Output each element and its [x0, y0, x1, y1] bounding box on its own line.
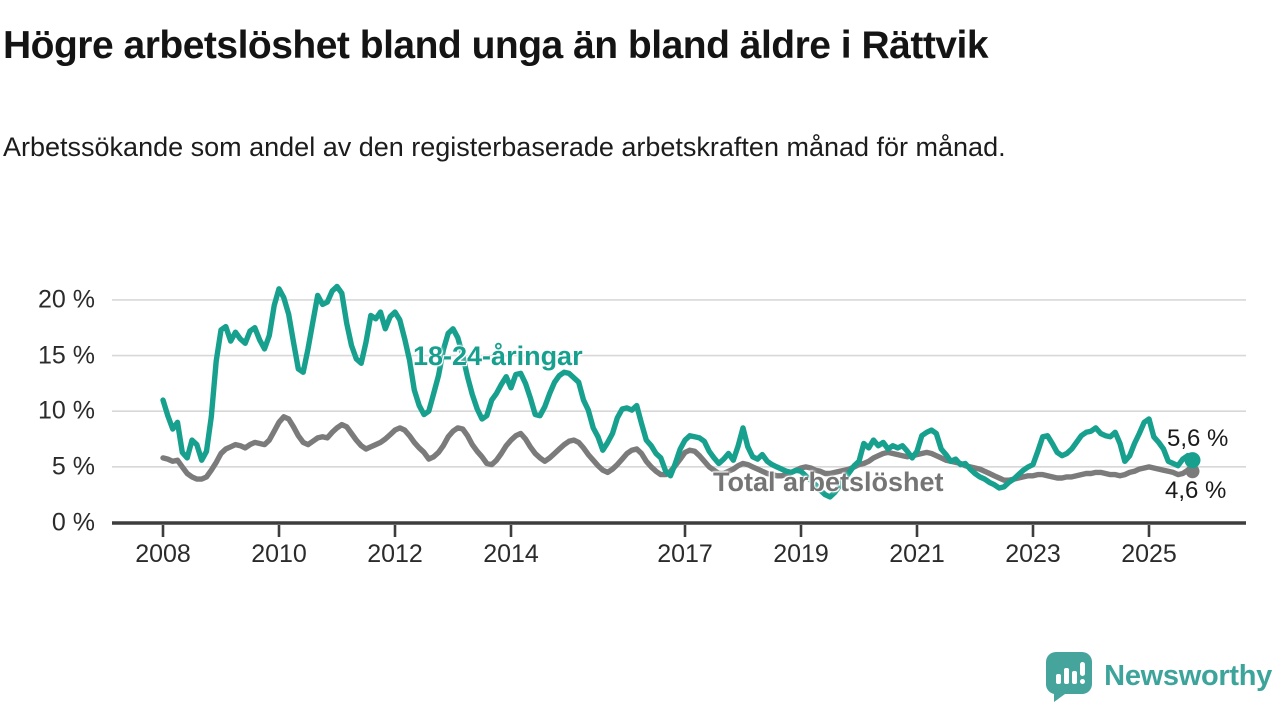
series-end-dot — [1184, 452, 1201, 469]
chart-subtitle: Arbetssökande som andel av den registerb… — [3, 132, 1006, 162]
x-axis-label: 2014 — [483, 540, 539, 568]
y-axis-label: 0 % — [51, 508, 95, 536]
newsworthy-wordmark: Newsworthy — [1104, 659, 1272, 692]
y-axis-label: 5 % — [51, 452, 95, 481]
end-value-young: 5,6 % — [1167, 425, 1229, 452]
x-axis-label: 2010 — [251, 540, 307, 568]
x-axis-label: 2019 — [773, 540, 829, 568]
y-axis-label: 10 % — [38, 396, 95, 425]
series-end-dot — [1185, 464, 1200, 479]
series-label-young: 18-24-åringar — [413, 341, 583, 371]
y-axis-label: 15 % — [38, 341, 95, 370]
x-axis-label: 2023 — [1005, 540, 1061, 568]
series-label-total: Total arbetslöshet — [713, 467, 944, 497]
x-axis-label: 2012 — [367, 540, 423, 568]
y-axis-label: 20 % — [38, 285, 95, 314]
x-axis-label: 2017 — [657, 540, 713, 568]
x-axis-label: 2025 — [1121, 540, 1177, 568]
series-line-young — [160, 283, 1196, 500]
newsworthy-logo-icon — [1044, 650, 1094, 702]
newsworthy-branding: Newsworthy — [1044, 650, 1272, 702]
x-axis-label: 2008 — [135, 540, 191, 568]
end-value-total: 4,6 % — [1165, 477, 1227, 504]
page-title: Högre arbetslöshet bland unga än bland ä… — [3, 24, 989, 67]
x-axis-label: 2021 — [889, 540, 945, 568]
